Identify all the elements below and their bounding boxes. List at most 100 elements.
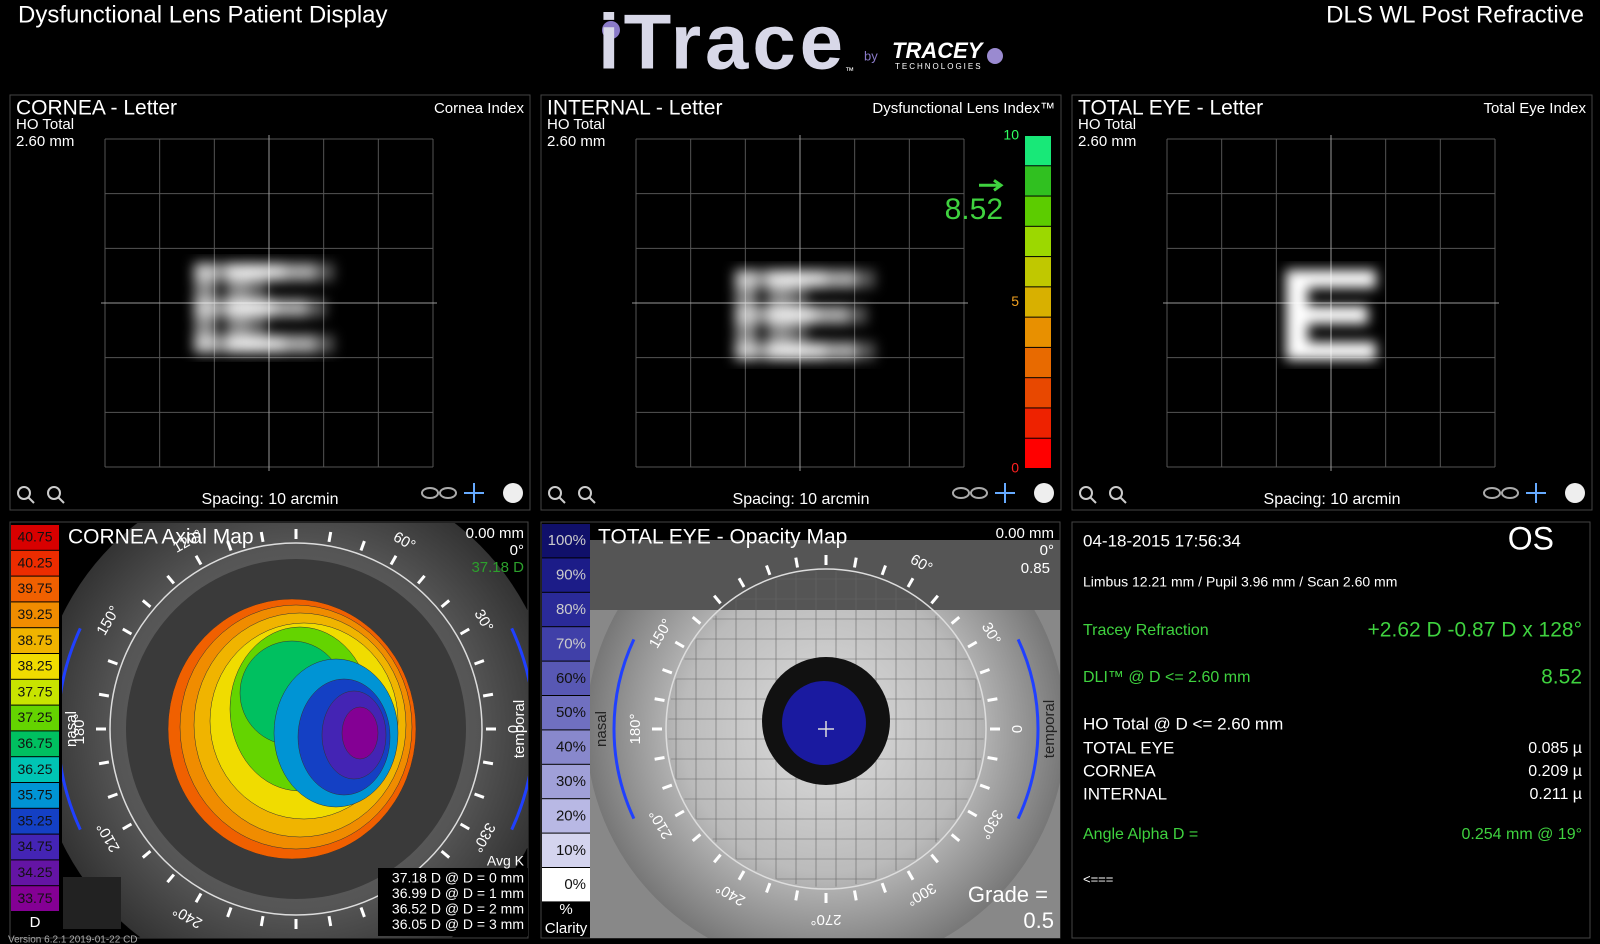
scale-swatch	[542, 558, 590, 592]
limbus-arc	[612, 638, 636, 820]
center-button[interactable]	[995, 483, 1015, 503]
info-value: 0.209 µ	[1528, 763, 1582, 780]
dli-segment	[1025, 166, 1051, 196]
dli-segment	[1025, 196, 1051, 226]
angle-tick	[327, 531, 333, 543]
zoom-button[interactable]	[47, 486, 65, 504]
index-label: Cornea Index	[434, 100, 525, 117]
index-label: Total Eye Index	[1483, 100, 1586, 117]
angle-tick	[691, 616, 702, 625]
angle-tick	[474, 659, 485, 666]
angle-tick	[194, 555, 203, 566]
angle-tick	[107, 792, 118, 799]
ho-label: HO Total	[1078, 116, 1136, 133]
info-label: CORNEA	[1083, 761, 1156, 780]
zoom-handle	[1089, 496, 1097, 504]
angle-tick	[459, 822, 470, 831]
scale-label: 90%	[556, 567, 586, 584]
zoom-button[interactable]	[578, 486, 596, 504]
angle-tick	[482, 760, 494, 766]
zoom-button[interactable]	[548, 486, 566, 504]
angle-label: 0	[504, 725, 521, 733]
angle-tick	[259, 915, 265, 927]
dli-value: 8.52	[945, 193, 1003, 226]
map-image: 030°60°90°120°150°180°210°240°270°330°	[62, 523, 528, 938]
reset-button[interactable]	[1034, 483, 1054, 503]
eye-label: OS	[1508, 520, 1554, 556]
angle-tick	[226, 540, 233, 551]
angle-tick	[713, 594, 722, 605]
letter-e	[735, 270, 875, 360]
reset-button[interactable]	[1565, 483, 1585, 503]
zoom-button[interactable]	[1079, 486, 1097, 504]
center-button[interactable]	[1526, 483, 1546, 503]
dli-segment	[1025, 287, 1051, 317]
glasses-button[interactable]	[952, 487, 988, 499]
scale-swatch	[542, 730, 590, 764]
map-image: 030°60°150°180°210°240°270°300°330°	[590, 540, 1060, 938]
angle-tick	[737, 870, 746, 881]
profile-title: DLS WL Post Refractive	[1326, 1, 1584, 28]
angle-tick	[440, 599, 451, 609]
angle-tick	[794, 890, 799, 901]
angle-tick	[765, 564, 772, 576]
angle-tick	[853, 890, 858, 901]
axial-map: 40.75 40.25 39.75 39.25 38.75 38.25 37.75 37.25…	[8, 523, 528, 944]
dli-segment	[1025, 257, 1051, 287]
scale-swatch	[542, 764, 590, 799]
legend-label: 39.75	[17, 580, 52, 596]
legend-label: 34.75	[17, 838, 52, 854]
angle-tick	[122, 822, 133, 831]
glasses-icon	[1483, 487, 1501, 499]
angle-tick	[906, 577, 915, 588]
map-title: TOTAL EYE - Opacity Map	[598, 526, 847, 549]
scale-swatch	[542, 696, 590, 730]
limbus-arc	[1016, 638, 1040, 820]
display-title: Dysfunctional Lens Patient Display	[18, 1, 388, 28]
glasses-button[interactable]	[421, 487, 457, 499]
angle-tick	[194, 892, 203, 903]
legend-swatch	[11, 886, 59, 911]
zoom-button[interactable]	[1109, 486, 1127, 504]
letter-stroke	[785, 342, 875, 360]
glasses-icon	[421, 487, 439, 499]
angle-tick	[713, 853, 722, 864]
angle-label: 180°	[627, 713, 644, 744]
logo-by: by	[864, 48, 878, 63]
legend-label: 36.25	[17, 761, 52, 777]
map-panels: 40.75 40.25 39.75 39.25 38.75 38.25 37.75 37.25…	[8, 520, 1591, 944]
angle-tick	[853, 557, 858, 568]
legend-swatch	[11, 705, 59, 731]
scale-label: 70%	[556, 635, 586, 652]
diameter-label: 2.60 mm	[1078, 133, 1136, 150]
panel-frame	[1071, 94, 1593, 511]
scale-unit: %	[559, 901, 572, 918]
angle-tick	[474, 792, 485, 799]
dli-arrow	[979, 179, 1004, 192]
zoom-button[interactable]	[17, 486, 35, 504]
zoom-handle	[558, 496, 566, 504]
panel-title: CORNEA - Letter	[16, 97, 177, 120]
angle-tick	[967, 640, 978, 649]
angle-tick	[674, 640, 685, 649]
logo-sub: TECHNOLOGIES	[895, 62, 983, 71]
logo-brand: TRACEY	[892, 38, 985, 63]
legend-label: 35.75	[17, 787, 52, 803]
center-button[interactable]	[464, 483, 484, 503]
logo: iTrace	[598, 0, 843, 86]
angle-tick	[389, 555, 398, 566]
angle-tick	[359, 907, 366, 918]
back-link[interactable]: <===	[1083, 871, 1113, 886]
grade-label: Grade =	[968, 882, 1048, 907]
angle-label: 270°	[810, 911, 841, 928]
diameter-label: 2.60 mm	[16, 133, 74, 150]
angle-ring	[665, 568, 987, 890]
glasses-button[interactable]	[1483, 487, 1519, 499]
legend-label: 33.75	[17, 890, 52, 906]
reset-button[interactable]	[503, 483, 523, 503]
letter-stroke	[1286, 342, 1376, 360]
legend-label: 37.25	[17, 709, 52, 725]
letter-stroke	[1286, 270, 1376, 288]
angle-tick	[482, 692, 494, 698]
